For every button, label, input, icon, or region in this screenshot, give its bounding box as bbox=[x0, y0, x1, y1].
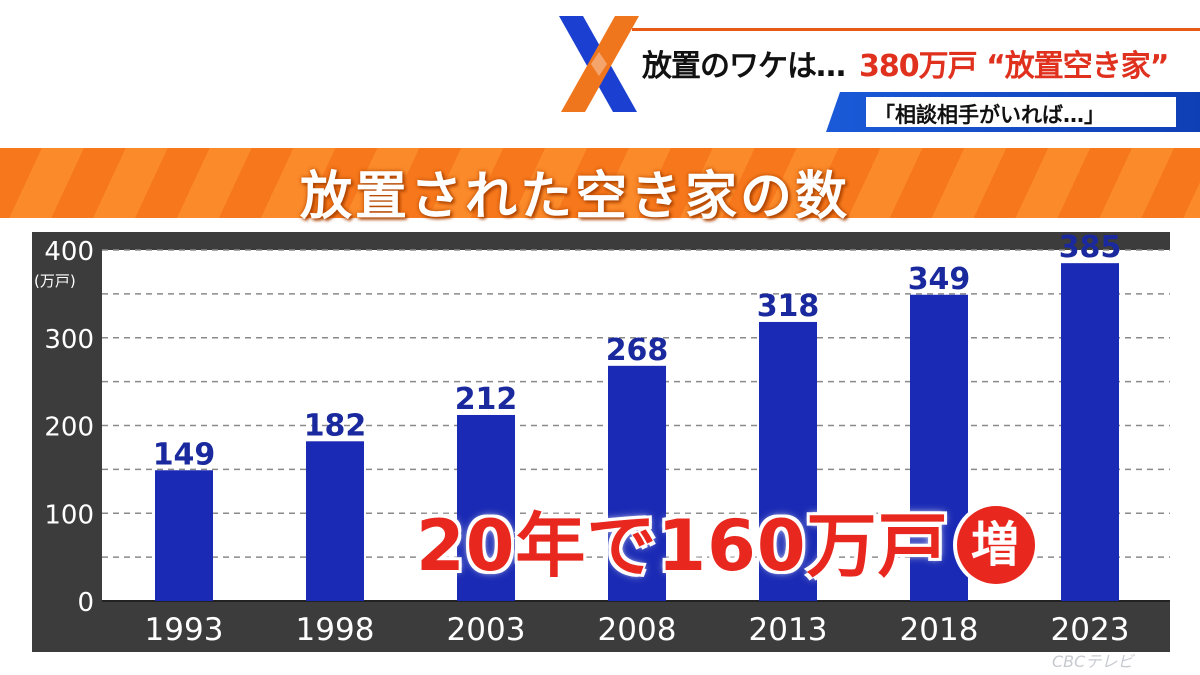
bar bbox=[1061, 263, 1119, 601]
title-band: 放置された空き家の数 bbox=[0, 148, 1200, 227]
y-axis-unit-label: (万戸) bbox=[34, 272, 76, 290]
bar bbox=[457, 414, 515, 601]
y-tick-label: 300 bbox=[44, 325, 94, 355]
subheadline: 「相談相手がいれば…」 bbox=[874, 103, 1105, 127]
bar-value-label: 182 bbox=[304, 408, 367, 443]
bar-value-label: 268 bbox=[606, 333, 669, 368]
broadcaster-watermark: CBCテレビ bbox=[1052, 652, 1134, 671]
x-tick-label: 2023 bbox=[1051, 612, 1130, 648]
chart-title: 放置された空き家の数 bbox=[300, 167, 851, 227]
x-tick-label: 1993 bbox=[145, 612, 224, 648]
x-tick-label: 2003 bbox=[447, 612, 526, 648]
bar-value-label: 149 bbox=[153, 437, 216, 472]
bar-value-label: 349 bbox=[908, 262, 971, 297]
y-tick-label: 0 bbox=[77, 588, 94, 618]
subheadline-box: 「相談相手がいれば…」 bbox=[866, 97, 1176, 127]
x-tick-label: 1998 bbox=[296, 612, 375, 648]
x-tick-label: 2008 bbox=[598, 612, 677, 648]
bar-value-label: 318 bbox=[757, 289, 820, 324]
headline: 放置のワケは… 380万戸 “放置空き家” bbox=[642, 41, 1169, 85]
program-x-logo bbox=[559, 16, 639, 112]
headline-box: 放置のワケは… 380万戸 “放置空き家” bbox=[632, 28, 1200, 101]
x-tick-label: 2018 bbox=[900, 612, 979, 648]
y-tick-label: 100 bbox=[44, 500, 94, 530]
bar-value-label: 212 bbox=[455, 382, 518, 417]
headline-accent: 380万戸 “放置空き家” bbox=[859, 49, 1169, 84]
bar bbox=[155, 470, 213, 601]
increase-badge: 増 bbox=[956, 505, 1035, 584]
bar-value-label: 385 bbox=[1059, 230, 1122, 265]
increase-annotation: 20年で160万戸増 bbox=[416, 490, 1035, 591]
bar bbox=[608, 365, 666, 601]
increase-annotation-text: 20年で160万戸 bbox=[416, 505, 949, 587]
bar bbox=[759, 321, 817, 601]
y-tick-label: 200 bbox=[44, 413, 94, 443]
x-tick-label: 2013 bbox=[749, 612, 828, 648]
subheadline-bar: 「相談相手がいれば…」 bbox=[826, 92, 1200, 132]
bar bbox=[306, 441, 364, 601]
y-tick-label: 400 bbox=[44, 237, 94, 267]
headline-lead: 放置のワケは… bbox=[642, 49, 846, 84]
